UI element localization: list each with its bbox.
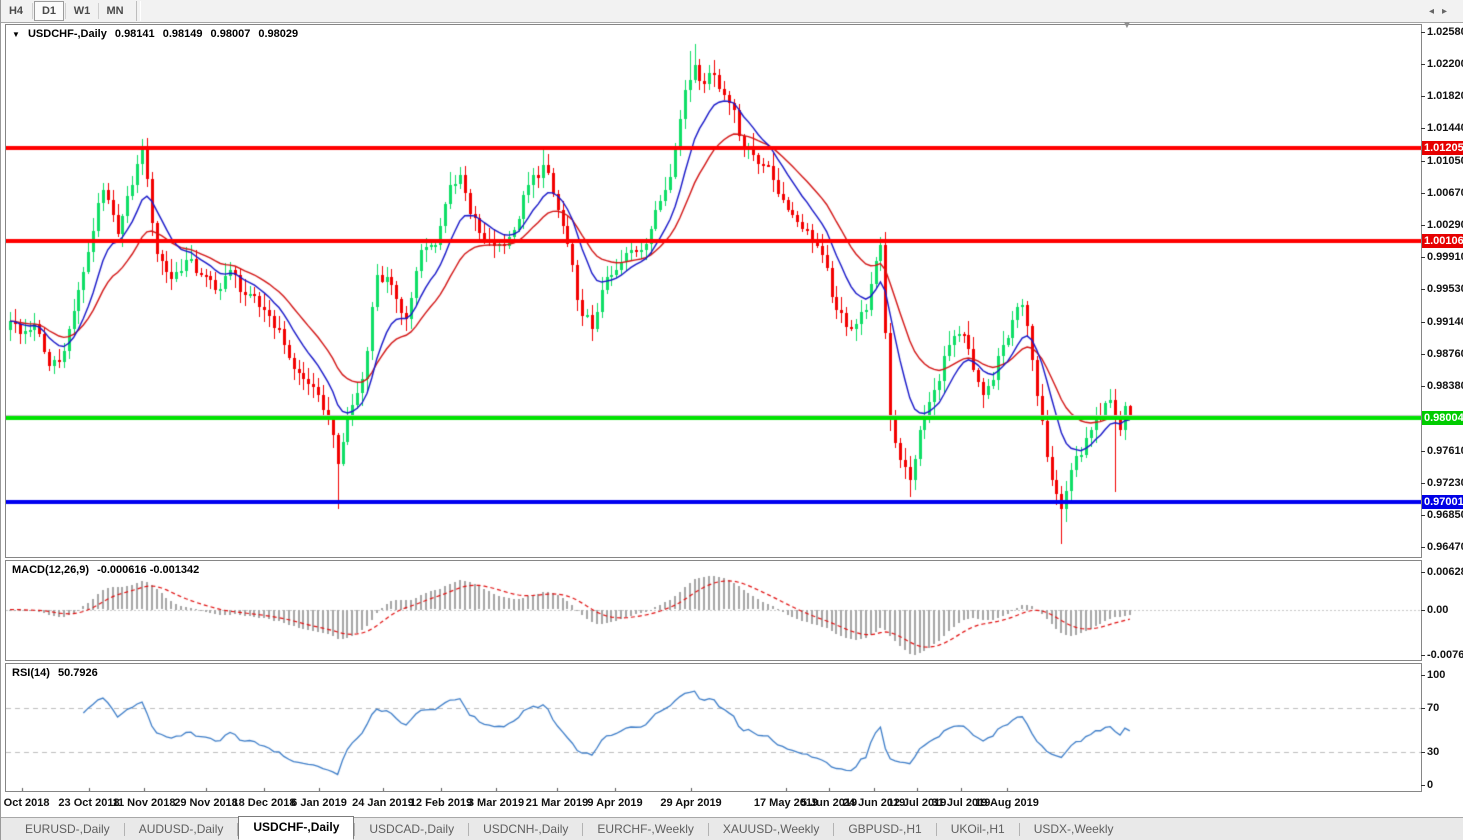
main-chart-canvas[interactable] xyxy=(6,25,1421,557)
tab-eurusd-daily[interactable]: EURUSD-,Daily xyxy=(25,822,110,836)
tab-separator xyxy=(582,823,584,836)
tab-separator xyxy=(237,823,239,836)
rsi-value: 50.7926 xyxy=(57,667,98,679)
price-axis-label: 0.99140 xyxy=(1421,316,1463,328)
price-axis-label: 1.01440 xyxy=(1421,122,1463,134)
macd-axis-label: 0.006286 xyxy=(1421,566,1463,578)
tab-usdcad-daily[interactable]: USDCAD-,Daily xyxy=(369,822,455,836)
main-chart-pane: ▼ USDCHF-,Daily 0.98141 0.98149 0.98007 … xyxy=(5,24,1422,558)
date-axis-label: 6 Jan 2019 xyxy=(291,797,347,809)
chart-tab-bar: EURUSD-,Daily AUDUSD-,Daily USDCHF-,Daily U… xyxy=(1,816,1463,840)
price-axis-label: 0.96850 xyxy=(1421,509,1463,521)
tab-gbpusd-h1[interactable]: GBPUSD-,H1 xyxy=(848,822,922,836)
chart-title: ▼ USDCHF-,Daily 0.98141 0.98149 0.98007 … xyxy=(12,28,303,40)
rsi-axis-label: 70 xyxy=(1420,702,1440,714)
date-axis-label: 11 Nov 2018 xyxy=(112,797,176,809)
date-axis-label: 4 Oct 2018 xyxy=(1,797,50,809)
date-axis-label: 24 Jan 2019 xyxy=(352,797,414,809)
price-axis-label: 0.97610 xyxy=(1421,445,1463,457)
timeframe-button-H4[interactable]: H4 xyxy=(8,5,24,17)
date-axis-label: 5 Jun 2019 xyxy=(800,797,858,809)
macd-values: -0.000616 -0.001342 xyxy=(97,564,200,576)
tab-separator xyxy=(1018,823,1020,836)
rsi-axis-label: 0 xyxy=(1420,779,1434,791)
tab-xauusd-weekly[interactable]: XAUUSD-,Weekly xyxy=(722,822,820,836)
date-axis-label: 29 Apr 2019 xyxy=(660,797,722,809)
chart-symbol-label: USDCHF-,Daily xyxy=(27,28,107,40)
price-axis-label: 1.02580 xyxy=(1421,26,1463,38)
price-axis-label: 0.99910 xyxy=(1421,251,1463,263)
macd-indicator-pane: MACD(12,26,9) -0.000616 -0.001342 xyxy=(5,560,1422,661)
price-axis-label: 1.00290 xyxy=(1421,219,1463,231)
toolbar-separator xyxy=(98,3,99,19)
tab-separator xyxy=(707,823,709,836)
macd-label: MACD(12,26,9) -0.000616 -0.001342 xyxy=(12,564,204,576)
date-axis-label: 17 May 2019 xyxy=(753,797,819,809)
timeframe-button-MN[interactable]: MN xyxy=(106,5,124,17)
tab-scroll-arrows: ◂▸ xyxy=(1429,6,1455,17)
macd-axis-label: 0.00 xyxy=(1420,603,1449,616)
rsi-name: RSI(14) xyxy=(12,667,50,679)
toolbar-separator xyxy=(32,3,33,19)
rsi-indicator-pane: RSI(14) 50.7926 xyxy=(5,663,1422,792)
toolbar-groove xyxy=(136,1,141,21)
price-level-badge: 1.01205 xyxy=(1422,140,1463,155)
rsi-label: RSI(14) 50.7926 xyxy=(12,667,103,679)
rsi-axis-label: 30 xyxy=(1420,746,1440,758)
tab-usdchf-daily[interactable]: USDCHF-,Daily xyxy=(238,816,355,840)
price-axis-label: 0.96470 xyxy=(1421,541,1463,553)
scroll-to-end-marker: ▼ xyxy=(1122,20,1132,31)
macd-axis-label: -0.00762 xyxy=(1420,649,1463,661)
date-axis-label: 3 Mar 2019 xyxy=(467,797,525,809)
tab-usdcnh-daily[interactable]: USDCNH-,Daily xyxy=(483,822,569,836)
date-axis-label: 23 Oct 2018 xyxy=(58,797,120,809)
ohlc-open: 0.98141 xyxy=(114,28,155,40)
price-axis-label: 1.01050 xyxy=(1421,155,1463,167)
tab-separator xyxy=(468,823,470,836)
tab-audusd-daily[interactable]: AUDUSD-,Daily xyxy=(138,822,224,836)
timeframe-button-W1[interactable]: W1 xyxy=(73,5,91,17)
tab-eurchf-weekly[interactable]: EURCHF-,Weekly xyxy=(597,822,694,836)
date-axis-label: 29 Nov 2018 xyxy=(174,797,238,809)
tab-separator xyxy=(935,823,937,836)
ohlc-low: 0.98007 xyxy=(210,28,251,40)
date-axis-label: 9 Apr 2019 xyxy=(587,797,643,809)
date-axis-label: 12 Feb 2019 xyxy=(409,797,473,809)
date-axis-label: 31 Jul 2019 xyxy=(931,797,991,809)
tab-separator xyxy=(354,823,356,836)
price-level-badge: 0.98004 xyxy=(1422,410,1463,425)
tab-usdx-weekly[interactable]: USDX-,Weekly xyxy=(1033,822,1114,836)
macd-canvas[interactable] xyxy=(6,561,1421,660)
timeframe-button-D1[interactable]: D1 xyxy=(34,1,64,21)
tab-scroll-left-icon[interactable]: ◂ xyxy=(1428,6,1442,17)
price-axis-label: 0.98380 xyxy=(1421,380,1463,392)
price-axis-label: 1.02200 xyxy=(1421,58,1463,70)
rsi-canvas[interactable] xyxy=(6,664,1421,791)
ohlc-high: 0.98149 xyxy=(162,28,203,40)
symbol-dropdown-icon[interactable]: ▼ xyxy=(12,30,20,39)
date-axis-label: 18 Dec 2018 xyxy=(232,797,296,809)
tab-ukoil-h1[interactable]: UKOil-,H1 xyxy=(950,822,1005,836)
tab-separator xyxy=(123,823,125,836)
date-axis-label: 19 Aug 2019 xyxy=(975,797,1039,809)
ohlc-close: 0.98029 xyxy=(258,28,299,40)
price-level-badge: 0.97001 xyxy=(1422,495,1463,510)
tab-separator xyxy=(833,823,835,836)
price-level-badge: 1.00106 xyxy=(1422,233,1463,248)
date-axis-label: 21 Mar 2019 xyxy=(525,797,589,809)
rsi-axis-label: 100 xyxy=(1420,669,1446,681)
price-axis-label: 1.01820 xyxy=(1421,90,1463,102)
price-axis-label: 0.98760 xyxy=(1421,348,1463,360)
price-axis-label: 0.97230 xyxy=(1421,477,1463,489)
timeframe-toolbar: H4 D1 W1 MN xyxy=(1,0,1463,23)
macd-name: MACD(12,26,9) xyxy=(12,564,90,576)
price-axis-label: 0.99530 xyxy=(1421,283,1463,295)
tab-scroll-right-icon[interactable]: ▸ xyxy=(1441,6,1455,17)
date-axis-label: 24 Jun 2019 xyxy=(842,797,906,809)
price-axis-label: 1.00670 xyxy=(1421,187,1463,199)
toolbar-separator xyxy=(65,3,66,19)
date-axis-label: 12 Jul 2019 xyxy=(887,797,947,809)
